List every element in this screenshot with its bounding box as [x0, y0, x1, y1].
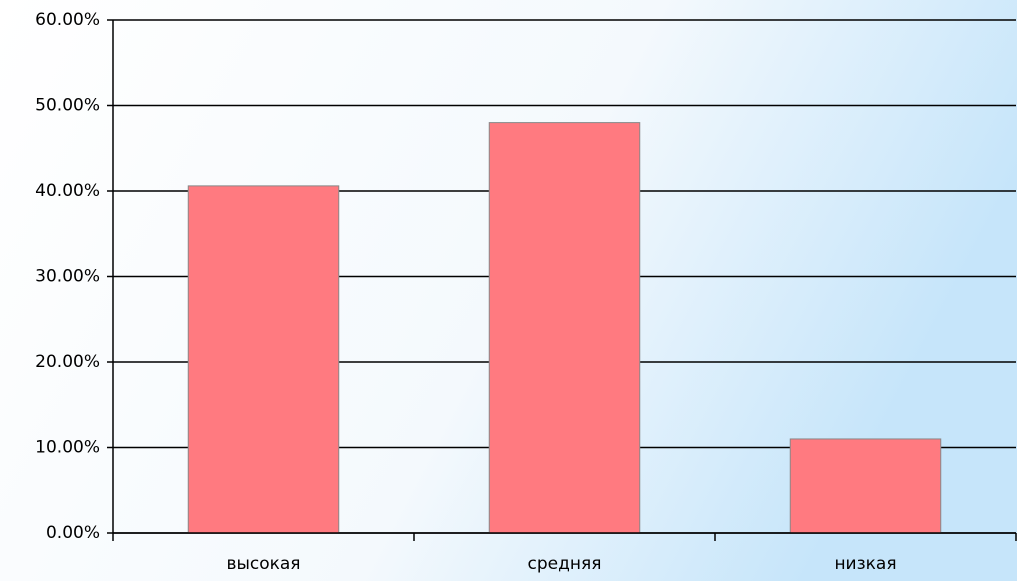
y-tick-label: 20.00% — [35, 352, 100, 372]
bar — [488, 122, 641, 534]
x-tick-label: высокая — [226, 554, 300, 574]
x-tick-label: низкая — [834, 554, 896, 574]
y-tick-label: 60.00% — [35, 10, 100, 30]
x-tick-label: средняя — [528, 554, 602, 574]
y-tick-label: 0.00% — [46, 523, 100, 543]
y-tick-label: 30.00% — [35, 267, 100, 287]
y-tick-label: 40.00% — [35, 181, 100, 201]
y-tick-label: 10.00% — [35, 438, 100, 458]
bar — [789, 438, 942, 534]
bar — [187, 185, 340, 534]
y-tick-label: 50.00% — [35, 96, 100, 116]
